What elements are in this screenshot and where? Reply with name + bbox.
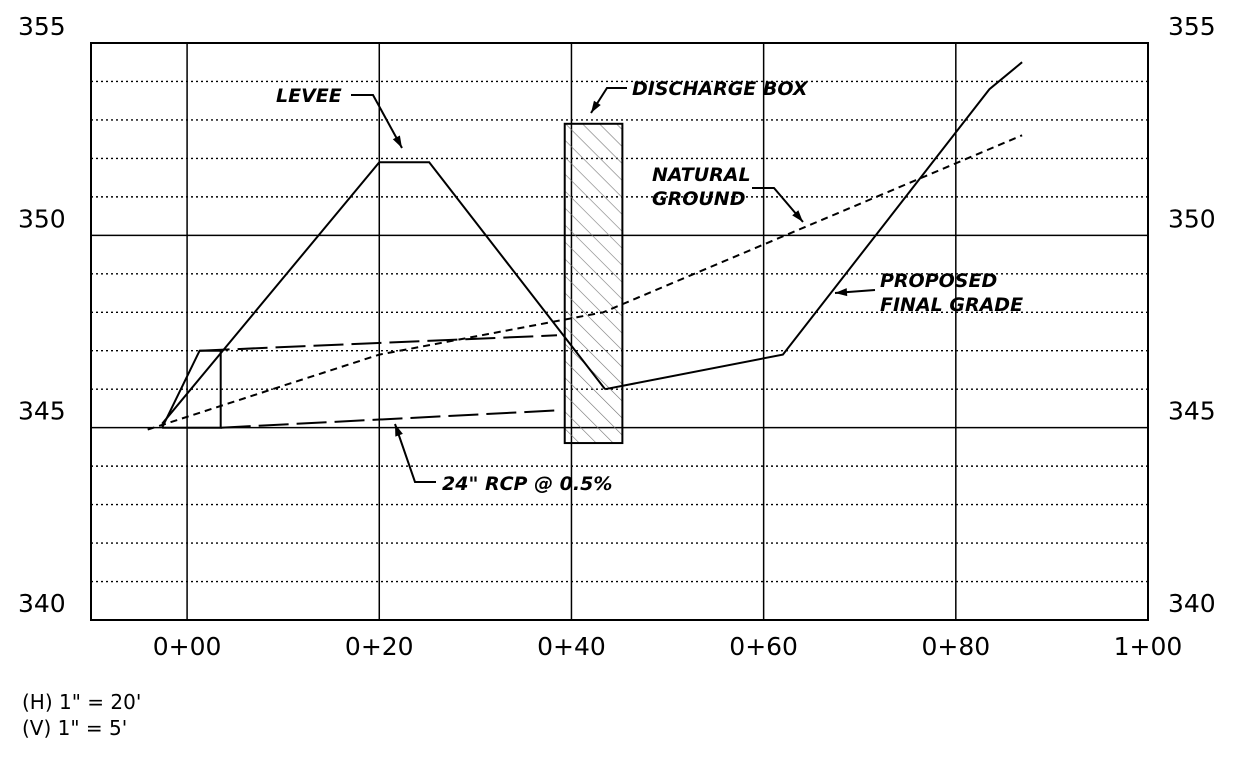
leader-ground [752,187,804,223]
series-pipe-top [199,334,558,352]
arrowhead-levee [392,135,402,148]
x-tick-label: 1+00 [1114,632,1183,661]
y-tick-label-left: 340 [18,589,66,618]
x-tick-label: 0+20 [345,632,414,661]
x-tick-label: 0+80 [921,632,990,661]
y-tick-label-left: 350 [18,204,66,233]
leader-box [590,87,627,114]
y-tick-label-left: 345 [18,397,66,426]
series-pipe-bottom [220,409,558,429]
x-tick-label: 0+40 [537,632,606,661]
discharge-box [563,122,624,445]
callout-ground-label: NATURAL [652,164,751,186]
arrowhead-box [591,100,601,113]
scale-note: (V) 1" = 5' [22,716,127,740]
callout-levee-label: LEVEE [276,85,342,107]
y-tick-label-right: 345 [1168,397,1216,426]
callout-grade-label: FINAL GRADE [880,294,1023,316]
series-levee [161,161,606,425]
leader-levee [351,94,403,149]
plot-border [90,42,1149,621]
arrowhead-pipe [395,424,403,437]
callout-ground-label: GROUND [652,188,745,210]
leader-pipe [394,423,436,483]
arrowhead-ground [792,210,803,222]
y-tick-label-right: 355 [1168,12,1216,41]
arrowhead-grade [835,288,848,297]
scale-note: (H) 1" = 20' [22,690,141,714]
y-tick-label-right: 350 [1168,204,1216,233]
callout-grade-label: PROPOSED [880,270,997,292]
pipe-headwall [161,349,222,429]
y-tick-label-left: 355 [18,12,66,41]
x-tick-label: 0+00 [153,632,222,661]
callout-pipe-label: 24" RCP @ 0.5% [442,473,612,495]
x-tick-label: 0+60 [729,632,798,661]
series-final-grade [604,61,1023,391]
series-natural-ground [147,134,1023,431]
y-tick-label-right: 340 [1168,589,1216,618]
callout-box-label: DISCHARGE BOX [632,78,809,100]
